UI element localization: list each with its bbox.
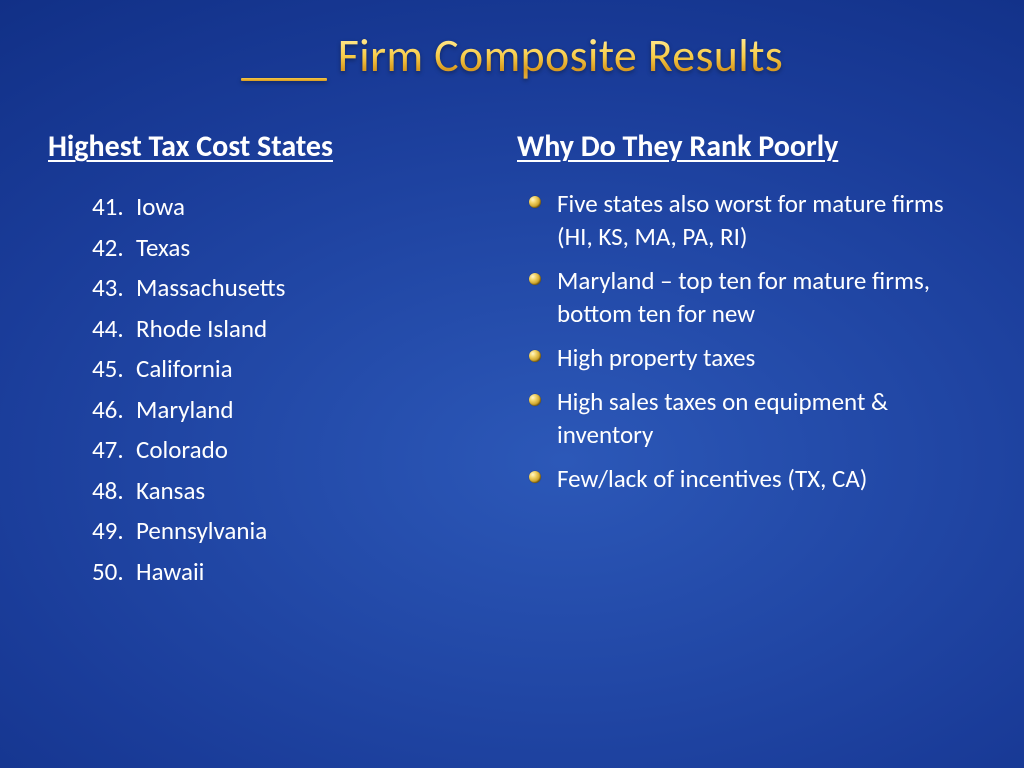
state-name: Massachusetts [136,272,285,303]
state-name: Kansas [136,475,205,506]
rank-number: 43. [92,268,136,309]
left-column: Highest Tax Cost States 41.Iowa 42.Texas… [48,128,507,592]
list-item: 44.Rhode Island [92,309,507,350]
state-name: Maryland [136,394,234,425]
reason-text: High sales taxes on equipment & inventor… [557,386,888,450]
list-item: 45.California [92,349,507,390]
rank-number: 46. [92,390,136,431]
rank-number: 50. [92,552,136,593]
slide: New Firm Composite Results Highest Tax C… [0,0,1024,768]
list-item: 42.Texas [92,228,507,269]
reason-text: Maryland – top ten for mature firms, bot… [557,265,930,329]
list-item: 48.Kansas [92,471,507,512]
list-item: Five states also worst for mature firms … [527,187,976,253]
reason-text: Five states also worst for mature firms … [557,188,944,252]
list-item: 41.Iowa [92,187,507,228]
rank-number: 44. [92,309,136,350]
state-name: Texas [136,232,190,263]
content-columns: Highest Tax Cost States 41.Iowa 42.Texas… [42,128,982,592]
list-item: High property taxes [527,341,976,374]
title-rest: Firm Composite Results [327,28,783,84]
rank-number: 49. [92,511,136,552]
rank-number: 42. [92,228,136,269]
left-column-heading: Highest Tax Cost States [48,128,507,165]
list-item: 43.Massachusetts [92,268,507,309]
state-name: Rhode Island [136,313,267,344]
state-name: California [136,353,233,384]
rank-number: 47. [92,430,136,471]
rank-number: 41. [92,187,136,228]
rank-number: 48. [92,471,136,512]
list-item: Few/lack of incentives (TX, CA) [527,462,976,495]
list-item: High sales taxes on equipment & inventor… [527,385,976,451]
list-item: 46.Maryland [92,390,507,431]
state-name: Colorado [136,434,228,465]
list-item: Maryland – top ten for mature firms, bot… [527,264,976,330]
reasons-list: Five states also worst for mature firms … [517,187,976,495]
right-column: Why Do They Rank Poorly Five states also… [517,128,976,592]
reason-text: Few/lack of incentives (TX, CA) [557,463,867,494]
list-item: 49.Pennsylvania [92,511,507,552]
list-item: 50.Hawaii [92,552,507,593]
state-name: Iowa [136,191,185,222]
reason-text: High property taxes [557,342,755,373]
state-name: Pennsylvania [136,515,267,546]
list-item: 47.Colorado [92,430,507,471]
slide-title: New Firm Composite Results [42,28,982,84]
title-underlined-word: New [241,28,327,84]
ranked-states-list: 41.Iowa 42.Texas 43.Massachusetts 44.Rho… [48,187,507,592]
rank-number: 45. [92,349,136,390]
state-name: Hawaii [136,556,204,587]
right-column-heading: Why Do They Rank Poorly [517,128,976,165]
